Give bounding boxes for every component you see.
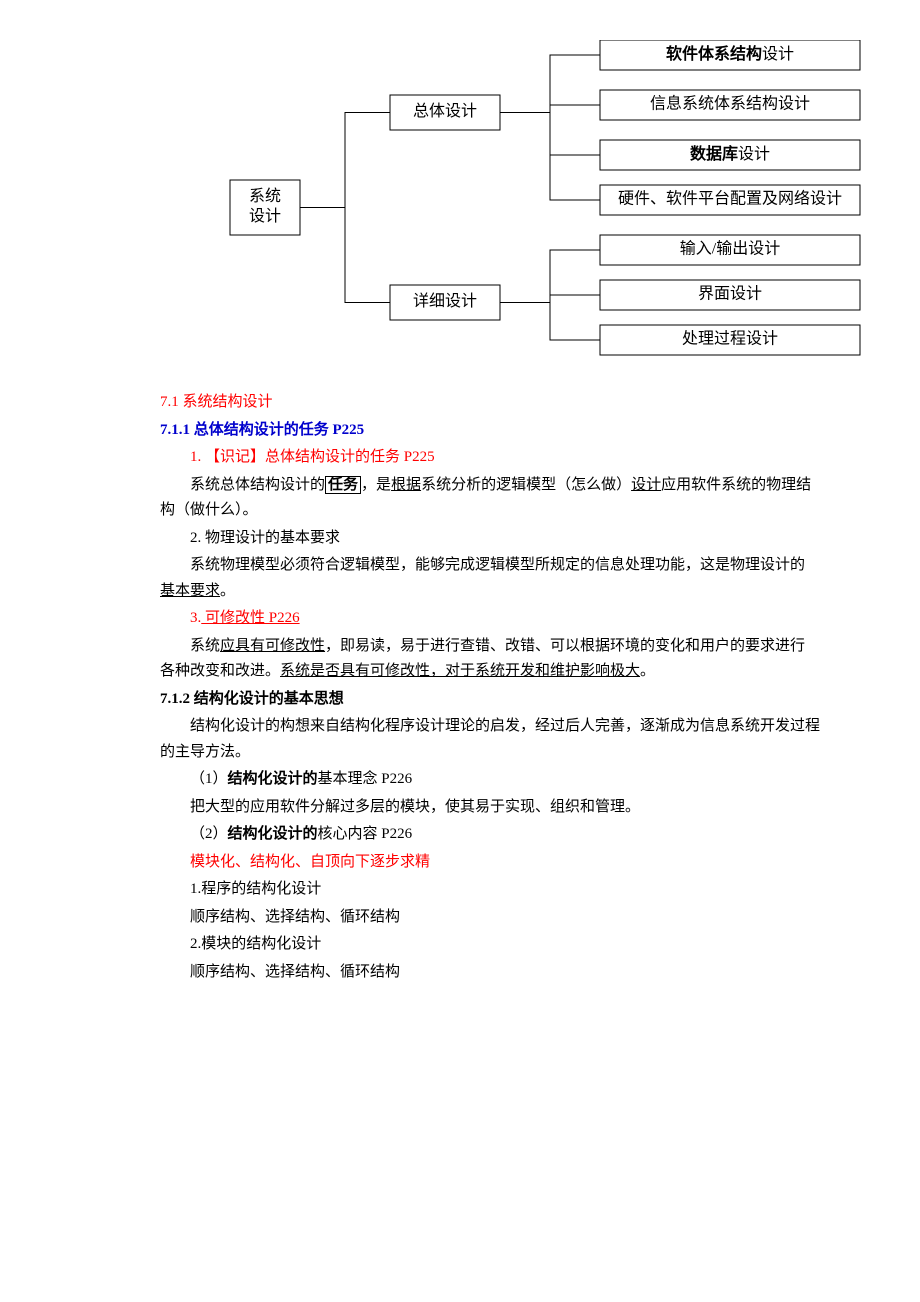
text: 系统物理模型必须符合逻辑模型，能够完成逻辑模型所规定的信息处理功能，这是物理设计… <box>190 557 805 573</box>
edge <box>300 113 390 208</box>
svg-text:软件体系结构设计: 软件体系结构设计 <box>666 44 794 63</box>
underline-word: 设计 <box>631 477 661 493</box>
item-2: 2. 物理设计的基本要求 <box>160 526 820 552</box>
text: ，是 <box>361 477 391 493</box>
underline-word: 根据 <box>391 477 421 493</box>
paragraph-modifiability: 系统应具有可修改性，即易读，易于进行查错、改错、可以根据环境的变化和用户的要求进… <box>160 634 820 685</box>
text: 3. <box>190 610 201 626</box>
item-core: （2）结构化设计的核心内容 P226 <box>160 822 820 848</box>
heading-7-1-2: 7.1.2 结构化设计的基本思想 <box>160 687 820 713</box>
paragraph-requirement: 系统物理模型必须符合逻辑模型，能够完成逻辑模型所规定的信息处理功能，这是物理设计… <box>160 553 820 604</box>
paragraph-core-keywords: 模块化、结构化、自顶向下逐步求精 <box>160 850 820 876</box>
underline-word: 可修改性 P226 <box>201 610 299 626</box>
paragraph-structures-2: 顺序结构、选择结构、循环结构 <box>160 960 820 986</box>
paragraph-structures-1: 顺序结构、选择结构、循环结构 <box>160 905 820 931</box>
svg-text:数据库设计: 数据库设计 <box>690 144 770 163</box>
text: （1） <box>190 771 228 787</box>
svg-text:详细设计: 详细设计 <box>413 292 477 310</box>
svg-text:硬件、软件平台配置及网络设计: 硬件、软件平台配置及网络设计 <box>618 189 842 208</box>
boxed-word-task: 任务 <box>325 476 361 494</box>
node-r3: 数据库设计 <box>600 140 860 170</box>
item-1: 1. 【识记】总体结构设计的任务 P225 <box>160 445 820 471</box>
heading-7-1: 7.1 系统结构设计 <box>160 390 820 416</box>
node-n2: 详细设计 <box>390 285 500 320</box>
paragraph-structured-intro: 结构化设计的构想来自结构化程序设计理论的启发，经过后人完善，逐渐成为信息系统开发… <box>160 714 820 765</box>
text: 系统 <box>190 638 220 654</box>
node-r4: 硬件、软件平台配置及网络设计 <box>600 185 860 215</box>
bold-word: 结构化设计的 <box>228 771 318 787</box>
svg-text:信息系统体系结构设计: 信息系统体系结构设计 <box>650 95 810 113</box>
text: 。 <box>640 663 655 679</box>
text: 基本理念 P226 <box>318 771 413 787</box>
paragraph-concept: 把大型的应用软件分解过多层的模块，使其易于实现、组织和管理。 <box>160 795 820 821</box>
text: 系统总体结构设计的 <box>190 477 325 493</box>
heading-7-1-1: 7.1.1 总体结构设计的任务 P225 <box>160 418 820 444</box>
node-r2: 信息系统体系结构设计 <box>600 90 860 120</box>
edge <box>500 105 600 113</box>
text: 核心内容 P226 <box>318 826 413 842</box>
item-3: 3. 可修改性 P226 <box>160 606 820 632</box>
node-r1: 软件体系结构设计 <box>600 40 860 70</box>
text: 。 <box>220 583 235 599</box>
node-r5: 输入/输出设计 <box>600 235 860 265</box>
svg-text:设计: 设计 <box>249 207 281 225</box>
node-root: 系统设计 <box>230 180 300 235</box>
node-n1: 总体设计 <box>390 95 500 130</box>
node-r6: 界面设计 <box>600 280 860 310</box>
item-module-structure: 2.模块的结构化设计 <box>160 932 820 958</box>
paragraph-task: 系统总体结构设计的任务，是根据系统分析的逻辑模型（怎么做）设计应用软件系统的物理… <box>160 473 820 524</box>
page: 系统设计总体设计详细设计软件体系结构设计信息系统体系结构设计数据库设计硬件、软件… <box>0 0 920 1025</box>
system-design-tree-diagram: 系统设计总体设计详细设计软件体系结构设计信息系统体系结构设计数据库设计硬件、软件… <box>190 40 820 370</box>
svg-text:处理过程设计: 处理过程设计 <box>682 330 778 348</box>
node-r7: 处理过程设计 <box>600 325 860 355</box>
edge <box>500 55 600 113</box>
edge <box>500 113 600 201</box>
svg-text:界面设计: 界面设计 <box>698 285 762 303</box>
edge <box>300 208 390 303</box>
text: （2） <box>190 826 228 842</box>
item-program-structure: 1.程序的结构化设计 <box>160 877 820 903</box>
edge <box>500 303 600 341</box>
svg-text:输入/输出设计: 输入/输出设计 <box>680 240 780 258</box>
underline-word: 应具有可修改性 <box>220 638 325 654</box>
text: 系统分析的逻辑模型（怎么做） <box>421 477 631 493</box>
svg-text:系统: 系统 <box>249 187 281 205</box>
underline-word: 系统是否具有可修改性，对于系统开发和维护影响极大 <box>280 663 640 679</box>
svg-text:总体设计: 总体设计 <box>413 102 477 120</box>
underline-word: 基本要求 <box>160 583 220 599</box>
bold-word: 结构化设计的 <box>228 826 318 842</box>
item-concept: （1）结构化设计的基本理念 P226 <box>160 767 820 793</box>
edge <box>500 295 600 303</box>
